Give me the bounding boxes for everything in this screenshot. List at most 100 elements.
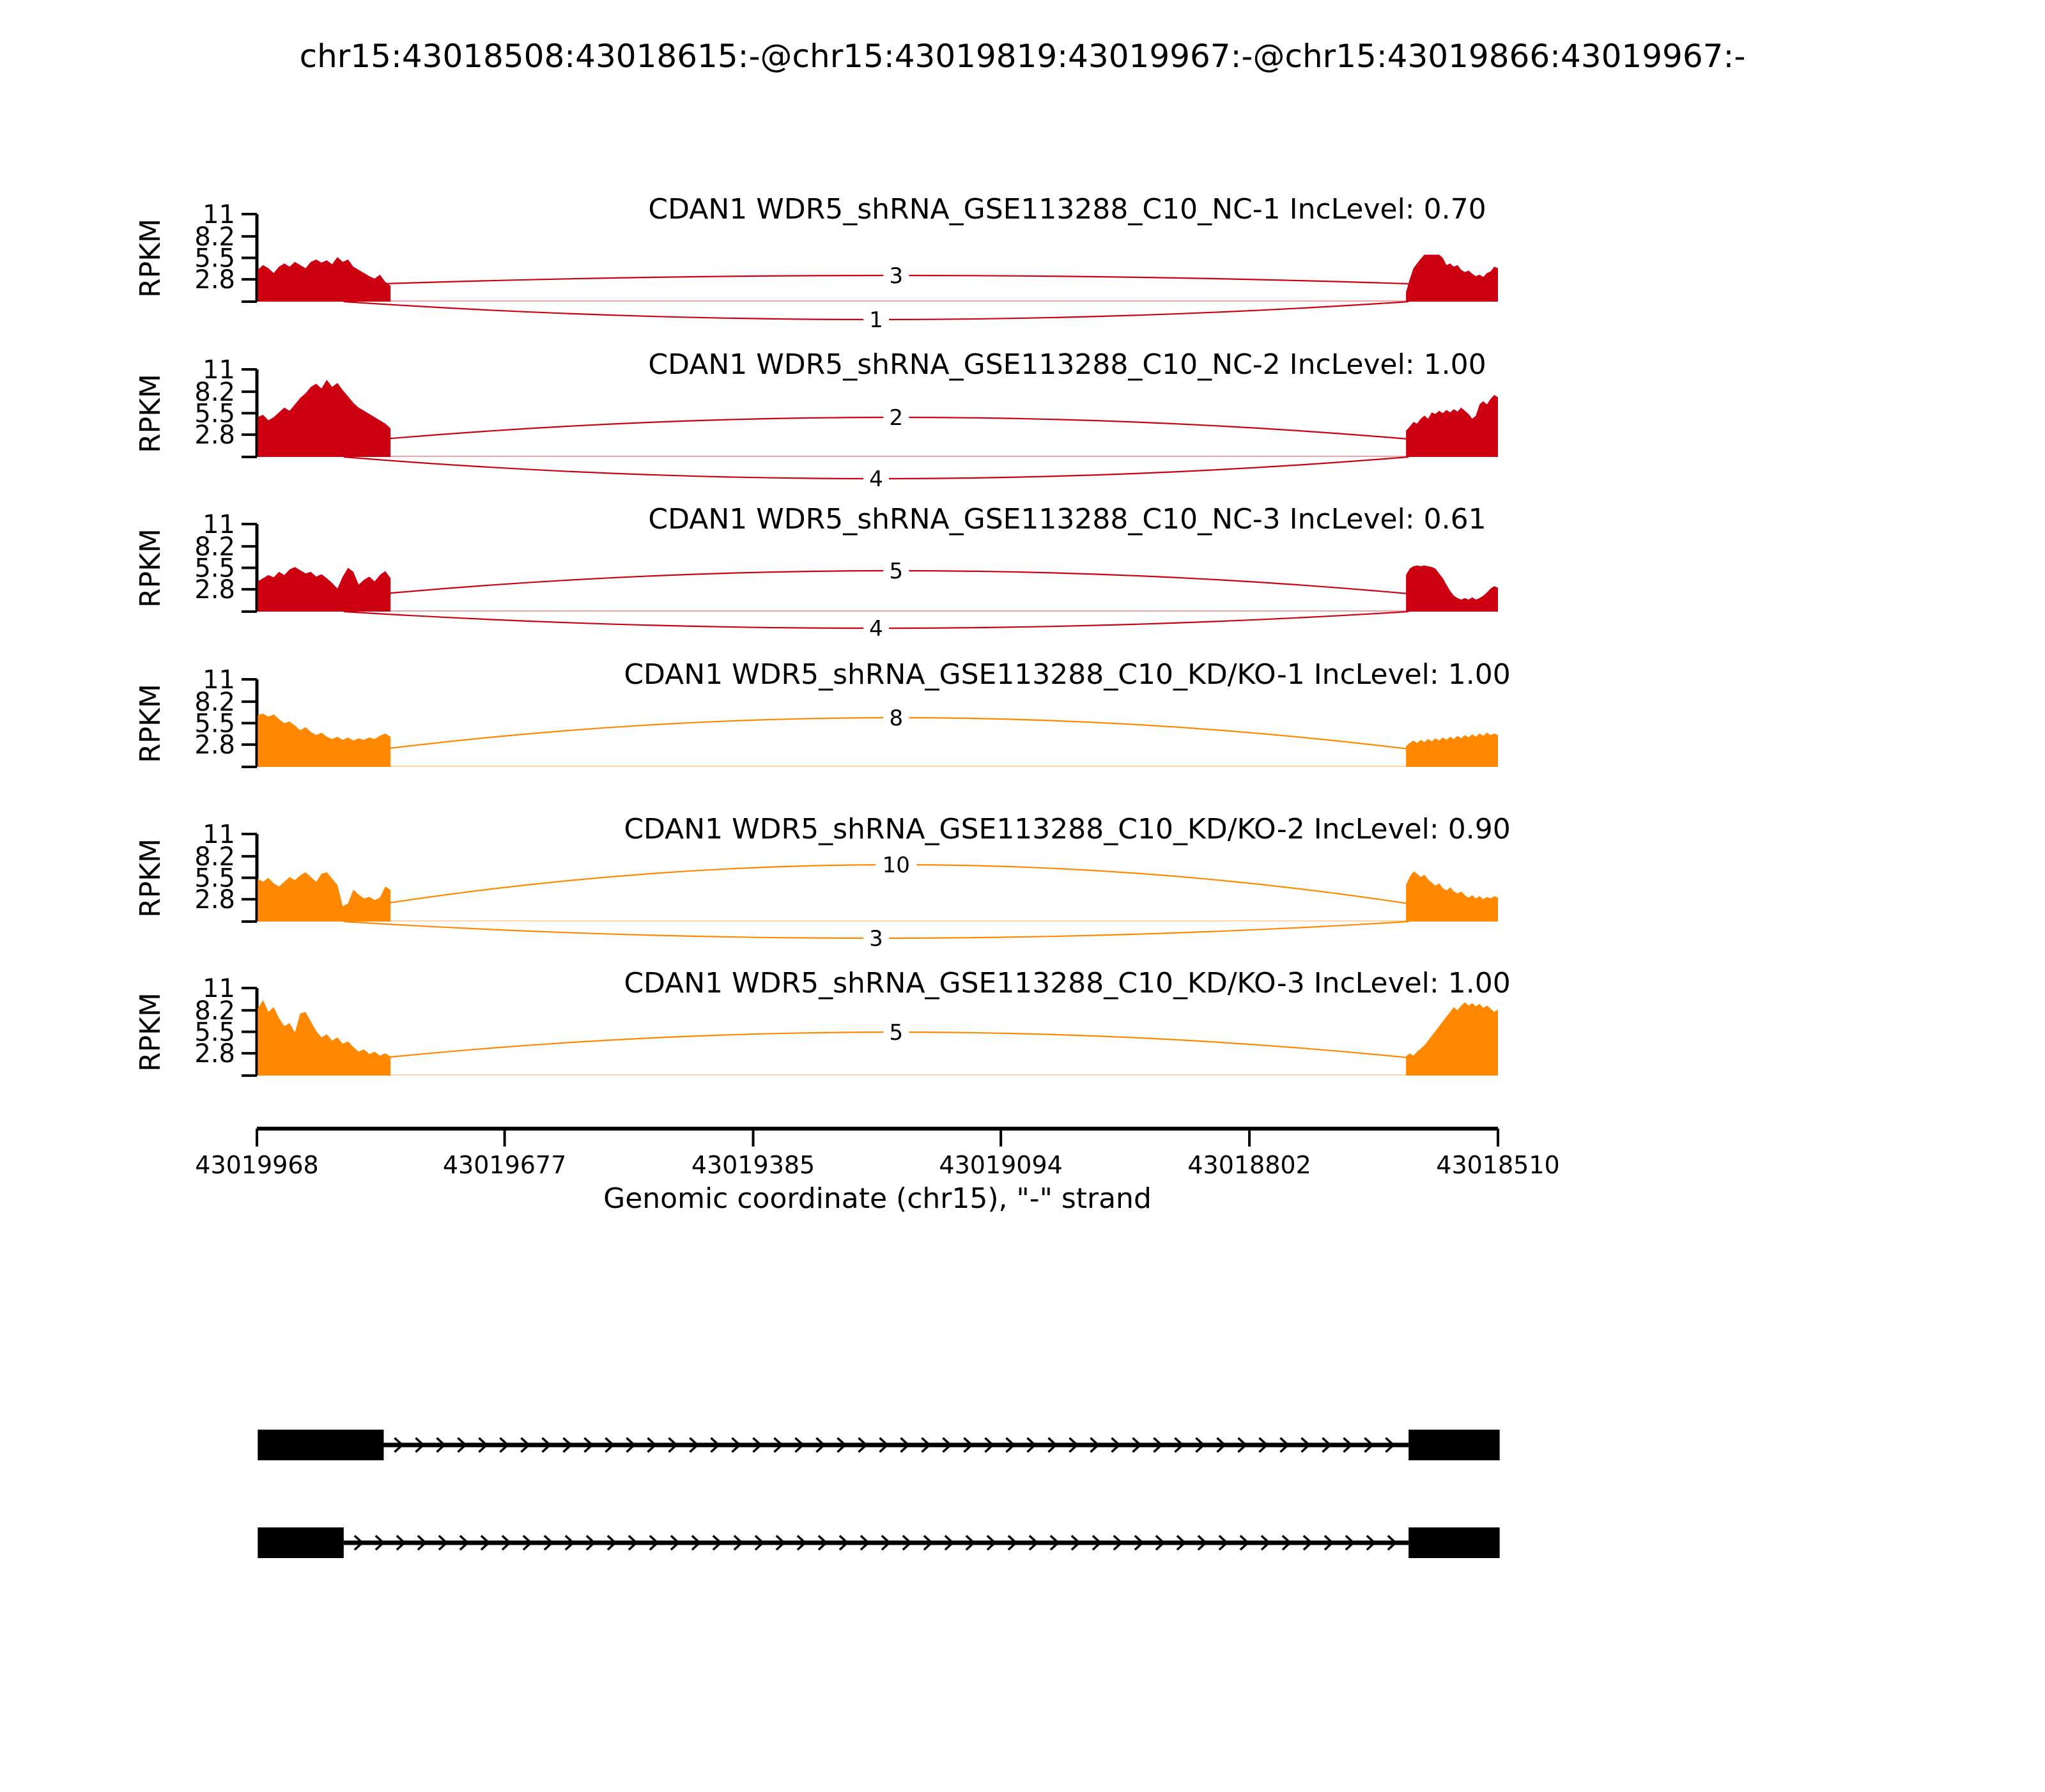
strand-arrow xyxy=(1047,1437,1058,1453)
junction-count: 4 xyxy=(869,467,883,492)
junction-count: 5 xyxy=(889,1020,903,1046)
junction-count: 4 xyxy=(869,616,883,642)
y-axis: 118.25.52.8 RPKM xyxy=(134,820,259,923)
y-axis-tick-label: 11 xyxy=(203,510,235,539)
strand-arrow xyxy=(710,1437,721,1453)
strand-arrow xyxy=(1155,1534,1166,1551)
track-title: CDAN1 WDR5_shRNA_GSE113288_C10_NC-3 IncL… xyxy=(648,503,1486,536)
strand-arrow xyxy=(670,1534,681,1551)
y-axis-tick-label: 11 xyxy=(203,200,235,229)
strand-arrow xyxy=(815,1437,826,1453)
strand-arrow xyxy=(879,1437,890,1453)
strand-arrow xyxy=(478,1437,489,1453)
strand-arrow xyxy=(965,1534,976,1551)
strand-arrow xyxy=(794,1437,805,1453)
strand-arrow xyxy=(1026,1437,1037,1453)
strand-arrow xyxy=(1302,1534,1313,1551)
strand-arrow xyxy=(1322,1437,1332,1453)
y-axis-tick-label: 5.5 xyxy=(194,1018,235,1047)
strand-arrow xyxy=(1218,1534,1229,1551)
track: CDAN1 WDR5_shRNA_GSE113288_C10_NC-3 IncL… xyxy=(134,503,1498,642)
y-axis-title: RPKM xyxy=(134,684,167,763)
junction-count: 10 xyxy=(883,853,910,878)
exon xyxy=(1408,1430,1500,1460)
strand-arrow xyxy=(1364,1437,1375,1453)
strand-arrow xyxy=(628,1534,638,1551)
x-axis-tick-label: 43018802 xyxy=(1187,1151,1311,1179)
strand-arrow xyxy=(963,1437,974,1453)
strand-arrow xyxy=(647,1437,658,1453)
x-axis-tick-label: 43018510 xyxy=(1436,1151,1559,1179)
strand-arrow xyxy=(1237,1437,1248,1453)
y-axis: 118.25.52.8 RPKM xyxy=(134,200,259,303)
junction-count: 1 xyxy=(869,307,883,333)
junction-count-bg xyxy=(863,925,890,952)
strand-arrow xyxy=(1176,1534,1187,1551)
strand-arrow xyxy=(1132,1437,1143,1453)
strand-arrow xyxy=(396,1534,406,1551)
strand-arrow xyxy=(773,1437,784,1453)
x-axis-tick-label: 43019094 xyxy=(939,1151,1062,1179)
y-axis-tick-label: 2.8 xyxy=(194,885,235,915)
strand-arrow xyxy=(499,1437,510,1453)
strand-arrow xyxy=(858,1437,868,1453)
transcript xyxy=(258,1430,1500,1460)
junction-count: 3 xyxy=(889,263,903,289)
y-axis-tick-label: 2.8 xyxy=(194,265,235,295)
strand-arrow xyxy=(480,1534,491,1551)
coverage-right xyxy=(1406,394,1498,457)
strand-arrow xyxy=(457,1437,468,1453)
y-axis-title: RPKM xyxy=(134,529,167,608)
strand-arrow xyxy=(649,1534,660,1551)
strand-arrow xyxy=(986,1534,997,1551)
exon xyxy=(1408,1527,1500,1558)
x-axis-caption: Genomic coordinate (chr15), "-" strand xyxy=(603,1182,1152,1215)
strand-arrow xyxy=(1134,1534,1145,1551)
strand-arrow xyxy=(436,1437,447,1453)
junction-count-bg xyxy=(863,615,890,642)
transcript xyxy=(258,1527,1500,1558)
strand-arrow xyxy=(1281,1534,1292,1551)
junction-count: 5 xyxy=(889,559,903,584)
strand-arrow xyxy=(1153,1437,1164,1453)
y-axis-tick-label: 8.2 xyxy=(194,842,235,872)
y-axis-tick-label: 11 xyxy=(203,665,235,695)
strand-arrow xyxy=(1216,1437,1227,1453)
strand-arrow xyxy=(1049,1534,1060,1551)
strand-arrow xyxy=(731,1437,742,1453)
coverage-left xyxy=(258,1000,391,1076)
x-axis-tick-label: 43019968 xyxy=(195,1151,318,1179)
junction-count-bg xyxy=(876,851,917,878)
y-axis-tick-label: 8.2 xyxy=(194,688,235,717)
strand-arrow xyxy=(733,1534,744,1551)
strand-arrow xyxy=(752,1437,763,1453)
x-axis: 43019968 43019677 43019385 43019094 43018802… xyxy=(195,1127,1560,1179)
y-axis: 118.25.52.8 RPKM xyxy=(134,665,259,768)
junction-count-bg xyxy=(883,262,909,289)
strand-arrow xyxy=(1385,1437,1396,1453)
strand-arrow xyxy=(837,1437,847,1453)
strand-arrow xyxy=(984,1437,995,1453)
strand-arrow xyxy=(1260,1534,1271,1551)
strand-arrow xyxy=(1007,1534,1018,1551)
strand-arrow xyxy=(522,1534,533,1551)
strand-arrow xyxy=(1345,1534,1355,1551)
strand-arrow xyxy=(1111,1437,1122,1453)
y-axis-tick-label: 2.8 xyxy=(194,1039,235,1069)
junction-count: 3 xyxy=(869,926,883,952)
coverage-right xyxy=(1406,871,1498,922)
strand-arrow xyxy=(902,1534,913,1551)
gene-structure xyxy=(258,1430,1500,1558)
strand-arrow xyxy=(860,1534,870,1551)
x-axis-tick-label: 43019385 xyxy=(691,1151,815,1179)
strand-arrow xyxy=(1387,1534,1398,1551)
y-axis-tick-label: 8.2 xyxy=(194,378,235,407)
y-axis-title: RPKM xyxy=(134,838,167,918)
tracks-layer: CDAN1 WDR5_shRNA_GSE113288_C10_NC-1 IncL… xyxy=(134,193,1511,1077)
y-axis-tick-label: 11 xyxy=(203,820,235,849)
strand-arrow xyxy=(1174,1437,1185,1453)
strand-arrow xyxy=(459,1534,470,1551)
y-axis: 118.25.52.8 RPKM xyxy=(134,974,259,1077)
